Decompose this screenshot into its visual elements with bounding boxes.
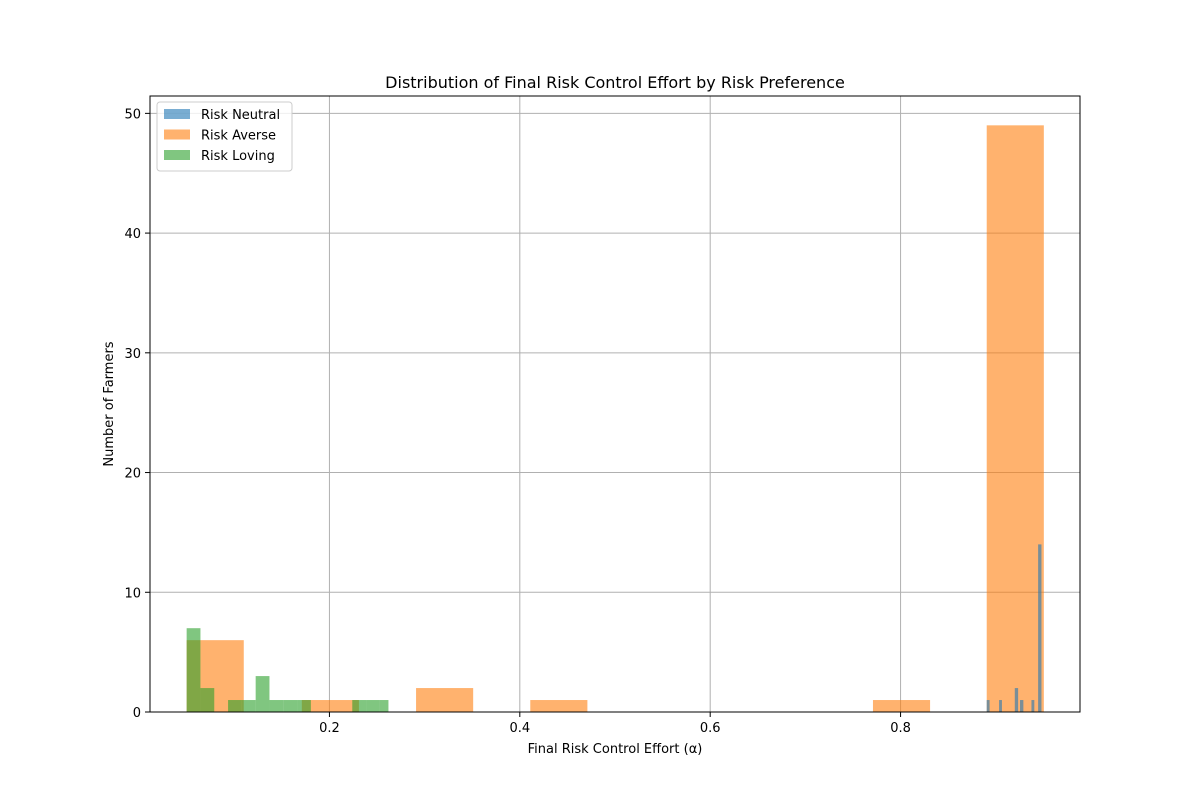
y-axis-ticks: 0 10 20 30 40 50 xyxy=(124,107,150,721)
y-tick-label: 0 xyxy=(133,706,141,721)
risk-neutral-bar xyxy=(986,700,990,712)
x-tick-label: 0.2 xyxy=(319,721,340,736)
y-tick-label: 10 xyxy=(124,586,141,601)
risk-loving-bar xyxy=(352,700,367,712)
y-axis-label: Number of Farmers xyxy=(102,341,117,466)
y-tick-label: 40 xyxy=(124,227,141,242)
series-risk-loving-bars xyxy=(186,628,389,712)
risk-loving-bar xyxy=(241,700,256,712)
y-tick-label: 30 xyxy=(124,347,141,362)
x-tick-label: 0.4 xyxy=(509,721,530,736)
x-tick-label: 0.6 xyxy=(700,721,721,736)
risk-loving-bar xyxy=(255,676,270,712)
x-tick-label: 0.8 xyxy=(890,721,911,736)
risk-loving-bar xyxy=(228,700,242,712)
risk-averse-bar xyxy=(301,700,359,712)
series-risk-neutral-bars xyxy=(986,544,1042,712)
x-axis-label: Final Risk Control Effort (α) xyxy=(528,742,703,757)
risk-averse-bar xyxy=(872,700,931,712)
y-tick-label: 50 xyxy=(124,107,141,122)
risk-neutral-bar xyxy=(999,700,1002,712)
grid-lines xyxy=(150,96,1080,713)
chart-title: Distribution of Final Risk Control Effor… xyxy=(385,73,845,92)
risk-loving-bar xyxy=(366,700,380,712)
risk-loving-bar xyxy=(200,688,215,712)
legend-swatch-risk-loving xyxy=(164,150,190,160)
legend-swatch-risk-averse xyxy=(164,129,190,140)
axes-frame xyxy=(149,95,1081,713)
risk-neutral-bar xyxy=(1020,700,1024,712)
risk-averse-bar xyxy=(986,125,1044,713)
legend: Risk Neutral Risk Averse Risk Loving xyxy=(156,101,293,172)
risk-neutral-bar xyxy=(1014,688,1019,712)
risk-loving-bar xyxy=(379,700,389,712)
risk-averse-bar xyxy=(530,700,588,712)
legend-label-risk-averse: Risk Averse xyxy=(201,129,276,144)
risk-loving-bar xyxy=(186,628,201,712)
y-tick-label: 20 xyxy=(124,467,141,482)
legend-label-risk-loving: Risk Loving xyxy=(201,149,275,164)
risk-loving-bar xyxy=(269,700,284,712)
risk-neutral-bar xyxy=(1038,544,1042,712)
x-axis-ticks: 0.2 0.4 0.6 0.8 xyxy=(319,712,911,736)
legend-label-risk-neutral: Risk Neutral xyxy=(201,108,280,123)
risk-loving-bar xyxy=(297,700,311,712)
risk-loving-bar xyxy=(283,700,298,712)
legend-swatch-risk-neutral xyxy=(164,109,190,119)
risk-neutral-bar xyxy=(1031,700,1035,712)
legend-box xyxy=(156,101,293,172)
risk-averse-bar xyxy=(416,688,474,712)
